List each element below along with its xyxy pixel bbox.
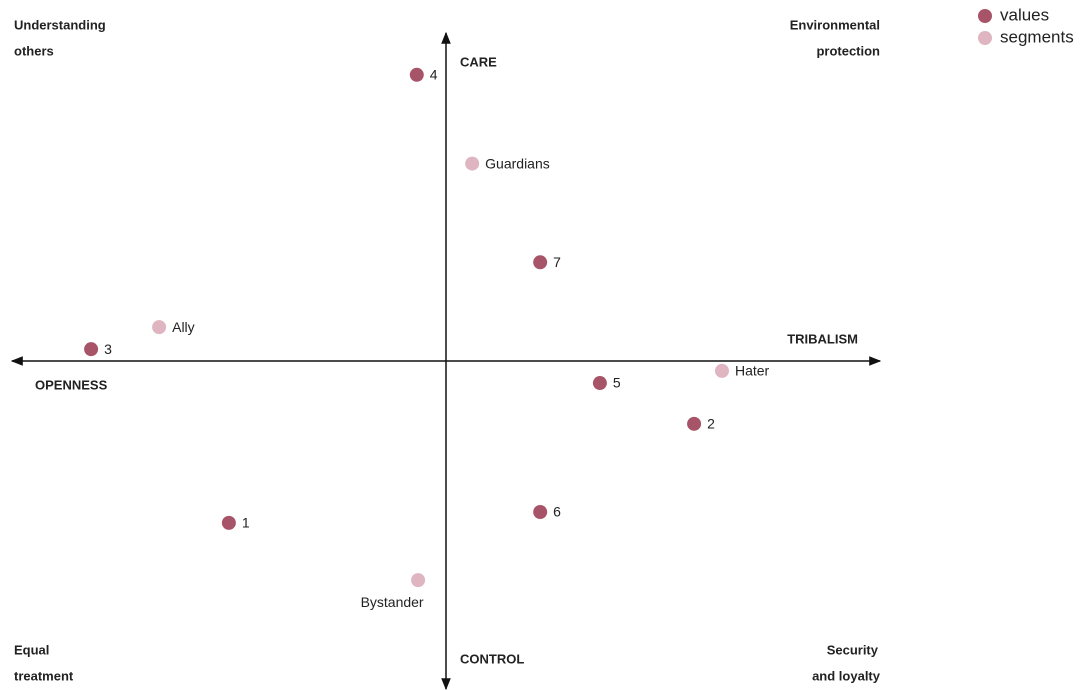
quadrant-label: protection	[816, 43, 880, 58]
point	[533, 255, 548, 270]
point	[411, 573, 426, 588]
point	[84, 342, 99, 357]
legend-marker	[978, 31, 992, 45]
point	[221, 515, 236, 530]
point	[687, 416, 702, 431]
point-label: Ally	[172, 319, 195, 335]
legend-label: segments	[1000, 27, 1074, 46]
point-label: Hater	[735, 363, 770, 379]
quadrant-label: Understanding	[14, 17, 106, 32]
point	[714, 363, 729, 378]
legend-label: values	[1000, 5, 1049, 24]
point	[533, 505, 548, 520]
point	[152, 320, 167, 335]
point-label: 5	[613, 375, 621, 391]
quadrant-label: and loyalty	[812, 668, 881, 683]
axis-label-right: TRIBALISM	[787, 331, 858, 346]
axis-label-top: CARE	[460, 54, 497, 69]
legend-marker	[978, 9, 992, 23]
point-label: 7	[553, 254, 561, 270]
quadrant-label: Environmental	[790, 17, 880, 32]
point	[465, 156, 480, 171]
axis-label-bottom: CONTROL	[460, 651, 524, 666]
point	[409, 67, 424, 82]
axis-label-left: OPENNESS	[35, 377, 108, 392]
point-label: 2	[707, 416, 715, 432]
quadrant-label: treatment	[14, 668, 74, 683]
point	[592, 376, 607, 391]
quadrant-label: Security	[827, 642, 879, 657]
point-label: 6	[553, 504, 561, 520]
point-label: Guardians	[485, 155, 550, 171]
point-label: 3	[104, 341, 112, 357]
point-label: Bystander	[361, 594, 424, 610]
quadrant-label: Equal	[14, 642, 49, 657]
point-label: 1	[242, 515, 250, 531]
quadrant-label: others	[14, 43, 54, 58]
point-label: 4	[430, 66, 438, 82]
